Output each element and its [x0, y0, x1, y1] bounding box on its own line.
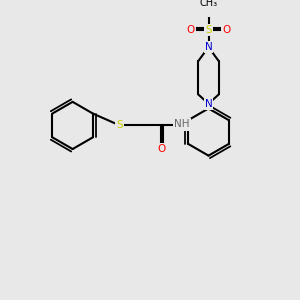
Text: N: N: [205, 42, 212, 52]
Text: O: O: [222, 25, 231, 35]
Text: S: S: [205, 25, 212, 35]
Text: NH: NH: [174, 119, 190, 130]
Text: O: O: [186, 25, 195, 35]
Text: N: N: [205, 99, 212, 109]
Text: S: S: [116, 120, 123, 130]
Text: O: O: [157, 144, 165, 154]
Text: CH₃: CH₃: [200, 0, 217, 8]
